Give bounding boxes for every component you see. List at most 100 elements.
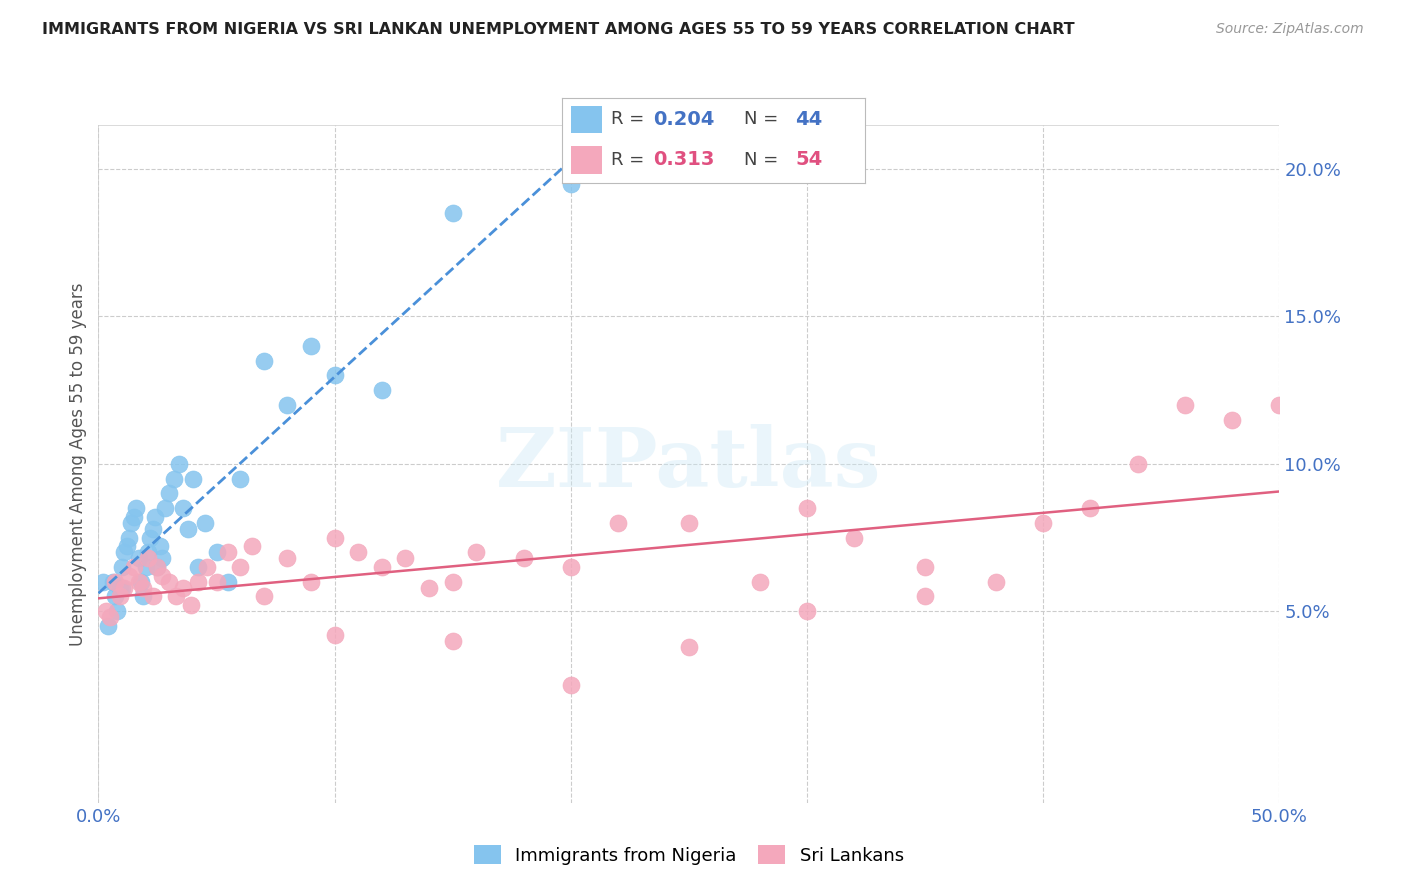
- Point: [205, 545, 228, 559]
- Point: [121, 516, 143, 530]
- Y-axis label: Unemployment Among Ages 55 to 59 years: Unemployment Among Ages 55 to 59 years: [69, 282, 87, 646]
- Text: N =: N =: [744, 111, 783, 128]
- Point: [157, 574, 180, 589]
- Point: [217, 545, 239, 559]
- Point: [105, 604, 128, 618]
- Point: [150, 551, 173, 566]
- Point: [150, 569, 173, 583]
- Point: [914, 560, 936, 574]
- Point: [157, 486, 180, 500]
- Point: [441, 574, 464, 589]
- Point: [163, 472, 186, 486]
- Point: [142, 590, 165, 604]
- Point: [371, 560, 394, 574]
- Text: 0.204: 0.204: [652, 110, 714, 128]
- Point: [172, 581, 194, 595]
- Point: [118, 569, 141, 583]
- Point: [441, 633, 464, 648]
- Point: [187, 574, 209, 589]
- Point: [91, 574, 114, 589]
- Point: [195, 560, 218, 574]
- Legend: Immigrants from Nigeria, Sri Lankans: Immigrants from Nigeria, Sri Lankans: [467, 838, 911, 871]
- Point: [122, 509, 145, 524]
- Point: [229, 472, 252, 486]
- Point: [177, 522, 200, 536]
- Point: [111, 560, 134, 574]
- Point: [1220, 412, 1243, 426]
- Point: [94, 604, 117, 618]
- Point: [371, 383, 394, 397]
- Text: 44: 44: [796, 110, 823, 128]
- Point: [796, 604, 818, 618]
- Point: [115, 540, 138, 554]
- Point: [299, 574, 322, 589]
- Point: [984, 574, 1007, 589]
- Point: [560, 560, 582, 574]
- Point: [253, 590, 276, 604]
- Text: IMMIGRANTS FROM NIGERIA VS SRI LANKAN UNEMPLOYMENT AMONG AGES 55 TO 59 YEARS COR: IMMIGRANTS FROM NIGERIA VS SRI LANKAN UN…: [42, 22, 1074, 37]
- Point: [323, 628, 346, 642]
- Point: [112, 581, 135, 595]
- Point: [142, 522, 165, 536]
- Point: [172, 501, 194, 516]
- Point: [1032, 516, 1054, 530]
- Point: [165, 590, 187, 604]
- Point: [181, 472, 204, 486]
- Point: [1174, 398, 1197, 412]
- Point: [914, 590, 936, 604]
- Point: [607, 516, 630, 530]
- Point: [136, 551, 159, 566]
- Point: [299, 339, 322, 353]
- Point: [149, 540, 172, 554]
- Point: [108, 590, 131, 604]
- Point: [347, 545, 370, 559]
- Point: [104, 574, 127, 589]
- Point: [143, 509, 166, 524]
- Text: 0.313: 0.313: [652, 151, 714, 169]
- Point: [323, 531, 346, 545]
- Point: [465, 545, 488, 559]
- Point: [167, 457, 190, 471]
- Point: [112, 545, 135, 559]
- Point: [560, 177, 582, 191]
- Point: [512, 551, 534, 566]
- Point: [1126, 457, 1149, 471]
- Point: [98, 610, 121, 624]
- Point: [1268, 398, 1291, 412]
- Point: [796, 501, 818, 516]
- Point: [194, 516, 217, 530]
- FancyBboxPatch shape: [571, 106, 602, 133]
- Point: [394, 551, 416, 566]
- Point: [104, 590, 127, 604]
- Point: [132, 581, 155, 595]
- Point: [128, 551, 150, 566]
- Point: [118, 531, 141, 545]
- Point: [146, 560, 169, 574]
- Point: [418, 581, 440, 595]
- Text: Source: ZipAtlas.com: Source: ZipAtlas.com: [1216, 22, 1364, 37]
- Text: 54: 54: [796, 151, 823, 169]
- Point: [748, 574, 770, 589]
- Text: N =: N =: [744, 151, 783, 169]
- Point: [180, 599, 202, 613]
- Point: [139, 531, 162, 545]
- Point: [135, 560, 157, 574]
- Point: [111, 581, 134, 595]
- FancyBboxPatch shape: [571, 146, 602, 174]
- Point: [441, 206, 464, 220]
- Point: [153, 501, 176, 516]
- Point: [146, 560, 169, 574]
- Point: [560, 678, 582, 692]
- Text: R =: R =: [610, 111, 650, 128]
- Point: [129, 574, 152, 589]
- Point: [1080, 501, 1102, 516]
- Point: [187, 560, 209, 574]
- Point: [240, 540, 263, 554]
- Text: R =: R =: [610, 151, 650, 169]
- Point: [276, 398, 298, 412]
- Point: [323, 368, 346, 383]
- Point: [844, 531, 866, 545]
- Point: [253, 353, 276, 368]
- Point: [276, 551, 298, 566]
- Point: [136, 545, 159, 559]
